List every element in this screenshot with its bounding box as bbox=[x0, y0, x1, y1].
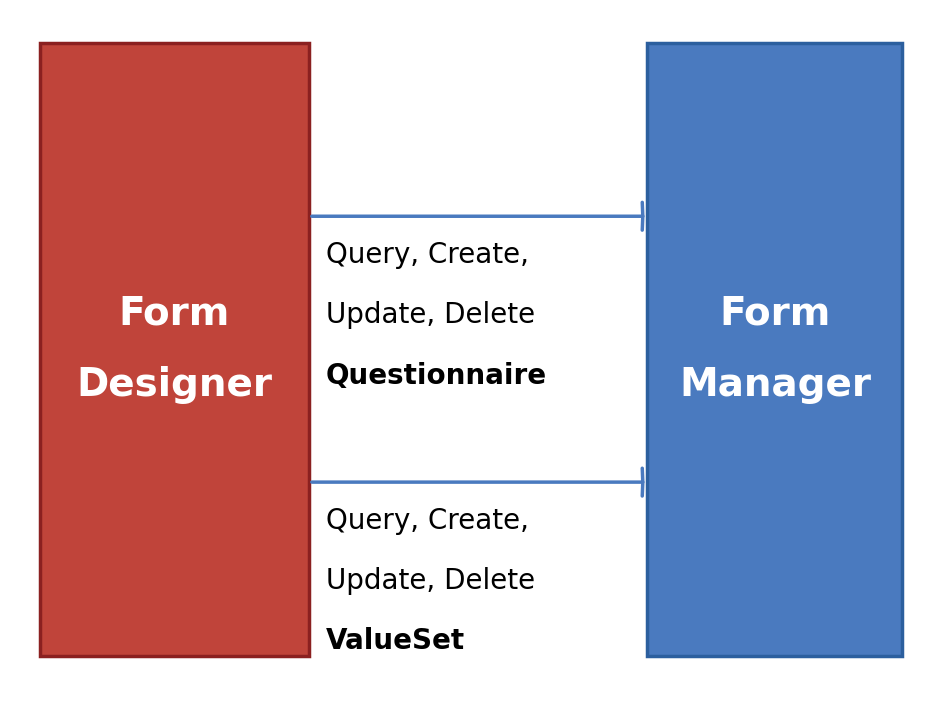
Text: Update, Delete: Update, Delete bbox=[326, 567, 534, 595]
Text: Query, Create,: Query, Create, bbox=[326, 241, 529, 269]
Text: Questionnaire: Questionnaire bbox=[326, 362, 547, 389]
Bar bbox=[647, 43, 902, 656]
Text: Form: Form bbox=[718, 295, 830, 333]
Text: Manager: Manager bbox=[678, 366, 870, 403]
Bar bbox=[40, 43, 309, 656]
Text: ValueSet: ValueSet bbox=[326, 627, 464, 655]
Text: Update, Delete: Update, Delete bbox=[326, 301, 534, 329]
Text: Form: Form bbox=[119, 295, 229, 333]
Text: Query, Create,: Query, Create, bbox=[326, 507, 529, 535]
Text: Designer: Designer bbox=[76, 366, 272, 403]
